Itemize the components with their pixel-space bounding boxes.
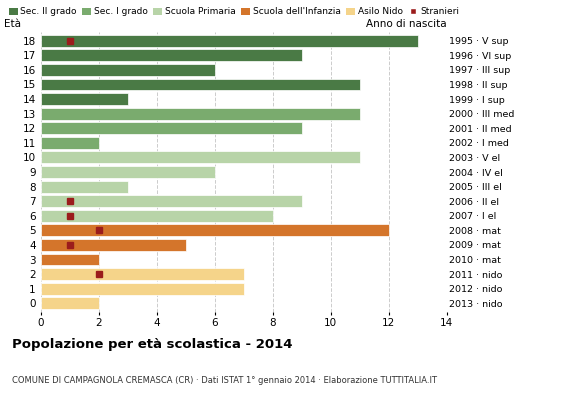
Bar	[41, 166, 215, 178]
Bar	[41, 108, 360, 120]
Bar	[41, 93, 128, 105]
Bar	[41, 210, 273, 222]
Bar	[41, 254, 99, 266]
Bar	[41, 78, 360, 90]
Text: Età: Età	[4, 19, 21, 29]
Bar	[41, 239, 186, 251]
Bar	[41, 64, 215, 76]
Bar	[41, 224, 389, 236]
Bar	[41, 35, 418, 47]
Legend: Sec. II grado, Sec. I grado, Scuola Primaria, Scuola dell'Infanzia, Asilo Nido, : Sec. II grado, Sec. I grado, Scuola Prim…	[9, 7, 459, 16]
Bar	[41, 181, 128, 192]
Bar	[41, 122, 302, 134]
Bar	[41, 268, 244, 280]
Bar	[41, 49, 302, 61]
Bar	[41, 152, 360, 163]
Text: Anno di nascita: Anno di nascita	[366, 19, 447, 29]
Bar	[41, 195, 302, 207]
Text: Popolazione per età scolastica - 2014: Popolazione per età scolastica - 2014	[12, 338, 292, 351]
Text: COMUNE DI CAMPAGNOLA CREMASCA (CR) · Dati ISTAT 1° gennaio 2014 · Elaborazione T: COMUNE DI CAMPAGNOLA CREMASCA (CR) · Dat…	[12, 376, 437, 385]
Bar	[41, 283, 244, 295]
Bar	[41, 137, 99, 149]
Bar	[41, 297, 99, 309]
